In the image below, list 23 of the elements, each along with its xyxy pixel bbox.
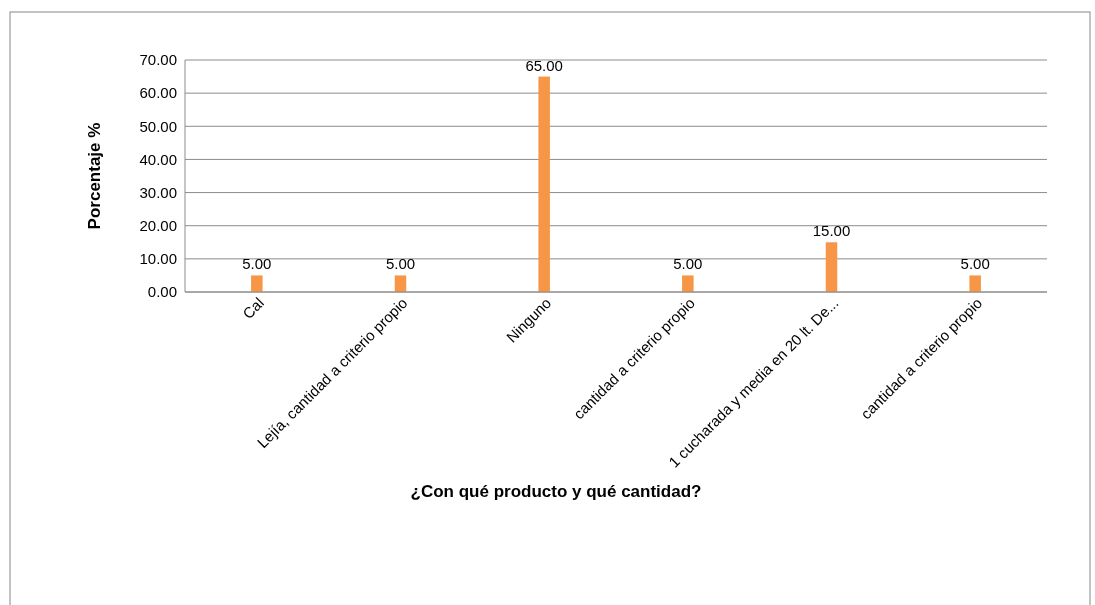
data-label: 5.00 (673, 255, 703, 273)
data-label: 5.00 (242, 255, 272, 273)
y-axis-title: Porcentaje % (85, 122, 104, 230)
bar (969, 275, 981, 292)
x-tick-label: Cal (239, 294, 267, 323)
bar (682, 275, 694, 292)
bar (251, 275, 263, 292)
y-tick-label: 0.00 (147, 283, 177, 301)
bar (825, 242, 838, 292)
y-tick-label: 70.00 (139, 51, 177, 69)
bar (394, 275, 407, 292)
y-tick-label: 60.00 (139, 84, 177, 102)
data-label: 5.00 (385, 255, 416, 273)
data-label: 15.00 (812, 222, 851, 240)
y-tick-label: 10.00 (139, 250, 177, 268)
data-label: 5.00 (960, 255, 990, 273)
y-tick-label: 20.00 (139, 216, 177, 234)
x-axis-title: ¿Con qué producto y qué cantidad? (410, 482, 702, 501)
y-tick-label: 30.00 (139, 183, 177, 201)
y-tick-label: 40.00 (139, 150, 177, 168)
data-label: 65.00 (525, 56, 563, 74)
bar (538, 76, 550, 292)
y-tick-label: 50.00 (139, 117, 177, 135)
